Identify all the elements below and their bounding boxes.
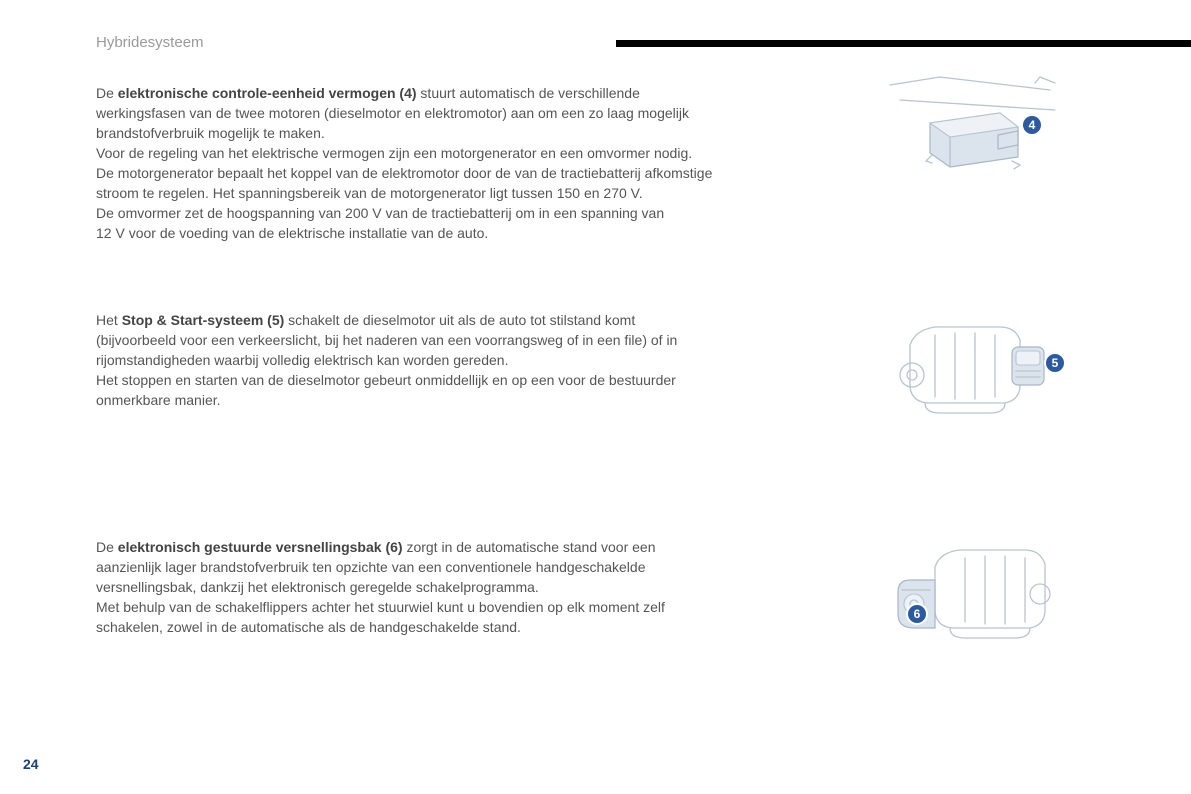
section-heading: Hybridesysteem (96, 34, 204, 51)
text-rest: zorgt in de automatische stand voor een (403, 539, 656, 555)
text-line: brandstofverbruik mogelijk te maken. (96, 125, 325, 141)
body-section-gearbox: De elektronisch gestuurde versnellingsba… (96, 537, 836, 637)
text-line: schakelen, zowel in de automatische als … (96, 619, 521, 635)
svg-text:5: 5 (1052, 356, 1059, 370)
body-section-ecu: De elektronische controle-eenheid vermog… (96, 83, 836, 243)
svg-text:4: 4 (1029, 118, 1036, 132)
text-line: versnellingsbak, dankzij het elektronisc… (96, 579, 539, 595)
text-line: De omvormer zet de hoogspanning van 200 … (96, 205, 664, 221)
header-rule (616, 40, 1191, 47)
text-line: 12 V voor de voeding van de elektrische … (96, 225, 488, 241)
text-line: rijomstandigheden waarbij volledig elekt… (96, 352, 508, 368)
illustration-gearbox: 6 (880, 532, 1065, 652)
text-lead: Het (96, 312, 122, 328)
text-lead: De (96, 85, 118, 101)
text-line: stroom te regelen. Het spanningsbereik v… (96, 185, 643, 201)
text-line: (bijvoorbeeld voor een verkeerslicht, bi… (96, 332, 677, 348)
text-line: onmerkbare manier. (96, 392, 221, 408)
text-line: Het stoppen en starten van de dieselmoto… (96, 372, 676, 388)
illustration-ecu: 4 (880, 75, 1065, 195)
text-line: Met behulp van de schakelflippers achter… (96, 599, 665, 615)
illustration-stopstart: 5 (880, 305, 1065, 425)
text-line: De motorgenerator bepaalt het koppel van… (96, 165, 712, 181)
text-line: werkingsfasen van de twee motoren (diese… (96, 105, 689, 121)
svg-text:6: 6 (914, 607, 921, 621)
text-bold: Stop & Start-systeem (5) (122, 312, 285, 328)
page: Hybridesysteem De elektronische controle… (0, 0, 1191, 794)
text-rest: stuurt automatisch de verschillende (417, 85, 640, 101)
body-section-stopstart: Het Stop & Start-systeem (5) schakelt de… (96, 310, 836, 410)
text-bold: elektronische controle-eenheid vermogen … (118, 85, 417, 101)
text-line: Voor de regeling van het elektrische ver… (96, 145, 692, 161)
text-rest: schakelt de dieselmotor uit als de auto … (284, 312, 635, 328)
text-line: aanzienlijk lager brandstofverbruik ten … (96, 559, 645, 575)
text-lead: De (96, 539, 118, 555)
page-number: 24 (23, 756, 39, 772)
text-bold: elektronisch gestuurde versnellingsbak (… (118, 539, 403, 555)
